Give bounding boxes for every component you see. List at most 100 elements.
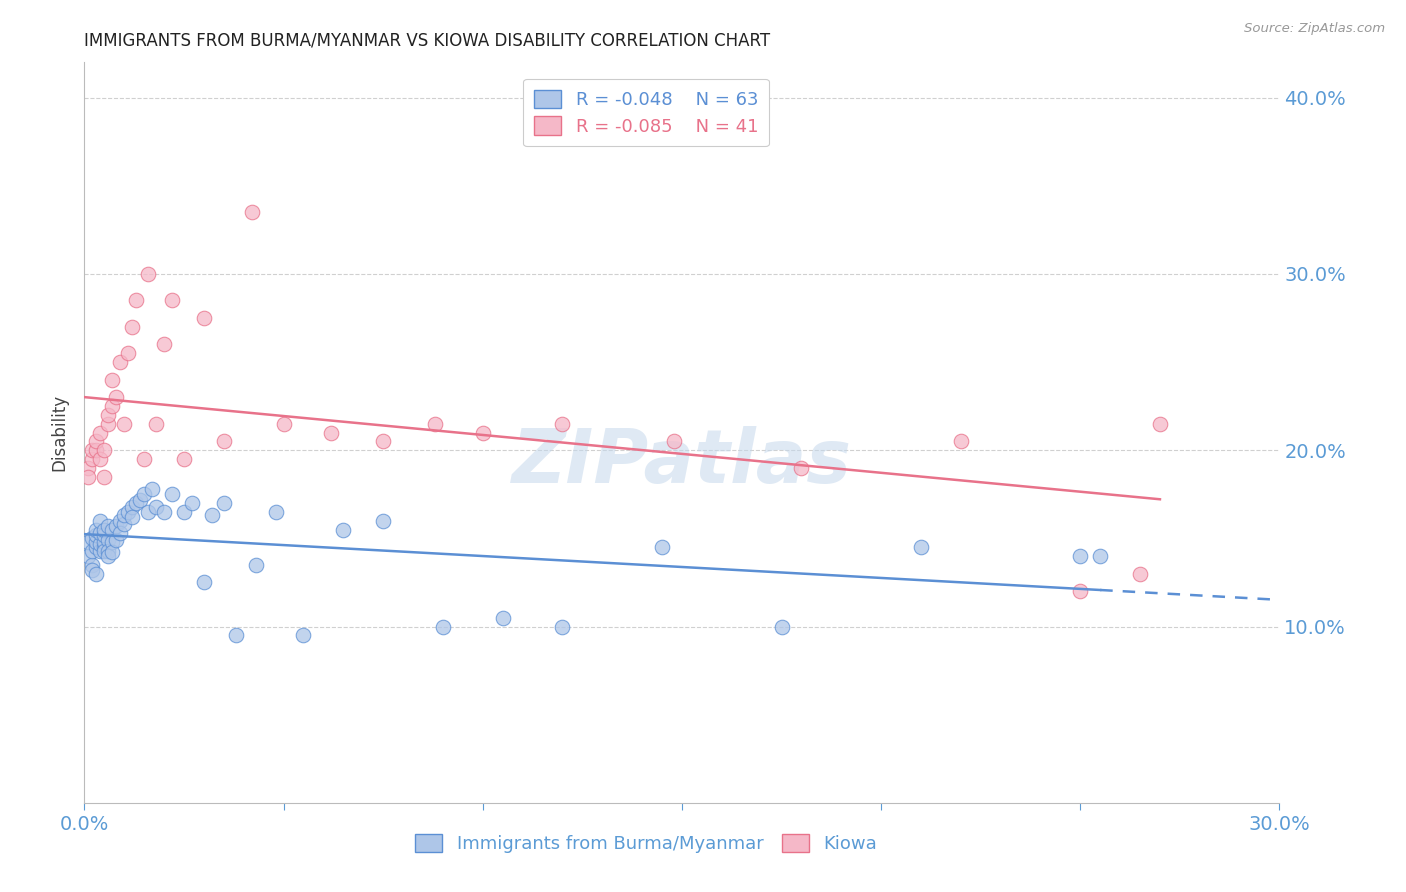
Point [101,399,124,413]
Point [121,319,143,334]
Point [82,443,104,458]
Point [110,355,132,369]
Point [225,628,247,642]
Point [201,508,224,523]
Point [292,628,315,642]
Point [77,469,100,483]
Point [790,461,813,475]
Point [86,528,108,542]
Point [160,487,183,501]
Point [193,575,215,590]
Point [153,505,176,519]
Point [1069,584,1091,599]
Point [89,526,111,541]
Point [86,523,108,537]
Point [145,417,167,431]
Text: IMMIGRANTS FROM BURMA/MYANMAR VS KIOWA DISABILITY CORRELATION CHART: IMMIGRANTS FROM BURMA/MYANMAR VS KIOWA D… [84,32,770,50]
Point [373,434,395,449]
Point [1129,566,1152,581]
Text: Source: ZipAtlas.com: Source: ZipAtlas.com [1244,22,1385,36]
Point [1149,417,1171,431]
Point [492,610,515,624]
Point [93,469,115,483]
Point [910,540,932,554]
Point [1090,549,1112,563]
Point [101,535,124,549]
Point [332,523,354,537]
Point [105,390,128,404]
Point [82,543,104,558]
Point [93,543,115,558]
Point [264,505,287,519]
Point [112,517,135,532]
Point [273,417,295,431]
Point [212,496,235,510]
Point [181,496,204,510]
Point [77,549,100,563]
Point [551,619,574,633]
Point [82,532,104,546]
Point [1069,549,1091,563]
Point [160,293,183,308]
Point [551,417,574,431]
Point [145,500,167,514]
Point [471,425,494,440]
Point [89,452,111,467]
Point [93,535,115,549]
Point [101,545,124,559]
Point [97,408,120,422]
Point [97,533,120,548]
Point [321,425,343,440]
Point [101,523,124,537]
Point [77,461,100,475]
Point [89,425,111,440]
Point [82,558,104,572]
Point [245,558,267,572]
Point [97,543,120,558]
Point [173,505,195,519]
Point [770,619,793,633]
Point [97,549,120,563]
Point [110,514,132,528]
Point [121,510,143,524]
Y-axis label: Disability: Disability [51,394,69,471]
Point [423,417,446,431]
Point [93,523,115,537]
Point [651,540,673,554]
Legend: Immigrants from Burma/Myanmar, Kiowa: Immigrants from Burma/Myanmar, Kiowa [408,827,884,861]
Point [86,443,108,458]
Point [105,533,128,548]
Point [153,337,176,351]
Point [86,540,108,554]
Point [129,492,152,507]
Point [82,563,104,577]
Point [432,619,454,633]
Point [93,443,115,458]
Point [101,373,124,387]
Point [662,434,685,449]
Point [125,496,148,510]
Point [173,452,195,467]
Point [141,482,163,496]
Point [89,543,111,558]
Point [89,514,111,528]
Point [212,434,235,449]
Point [136,267,159,281]
Point [97,519,120,533]
Point [82,452,104,467]
Point [77,535,100,549]
Point [117,346,139,360]
Point [117,505,139,519]
Point [86,566,108,581]
Point [125,293,148,308]
Point [193,311,215,326]
Point [132,452,156,467]
Text: ZIPatlas: ZIPatlas [512,425,852,499]
Point [121,500,143,514]
Point [373,514,395,528]
Point [949,434,972,449]
Point [132,487,156,501]
Point [86,434,108,449]
Point [136,505,159,519]
Point [110,526,132,541]
